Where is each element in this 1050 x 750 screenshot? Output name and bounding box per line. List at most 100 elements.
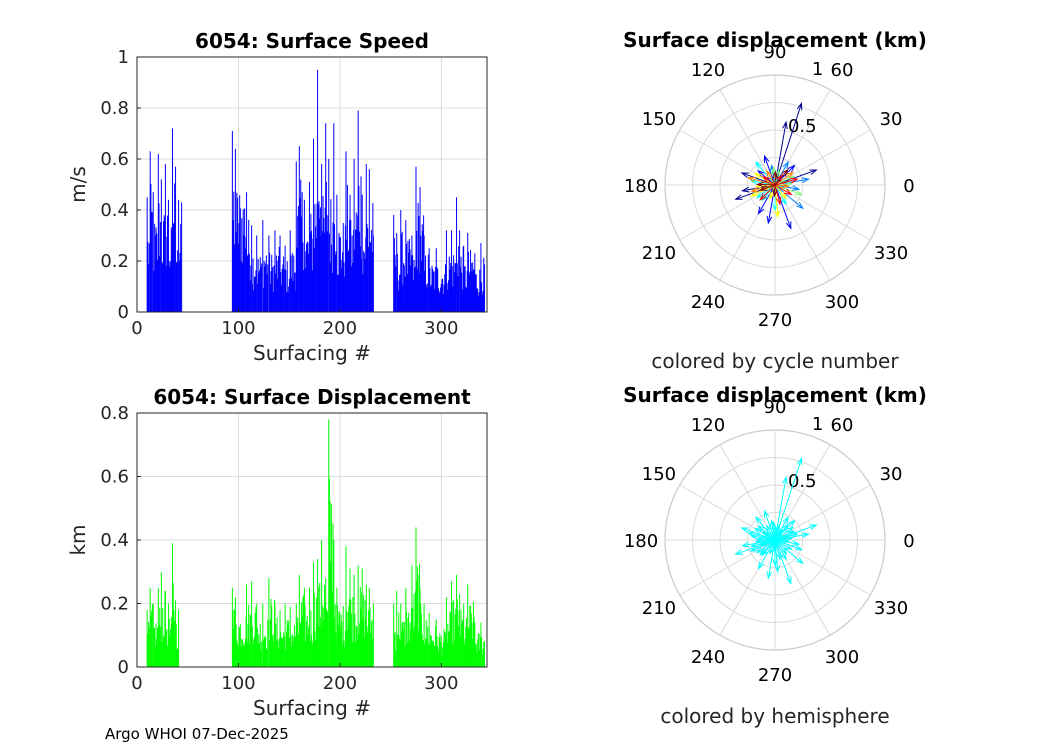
bar <box>418 216 420 312</box>
bar <box>336 587 338 667</box>
bar <box>157 153 159 312</box>
vector-arrowhead <box>801 177 811 184</box>
bar <box>347 251 349 312</box>
bar <box>399 640 401 667</box>
bar <box>355 229 357 312</box>
bar <box>151 610 153 667</box>
vector-arrowhead <box>796 557 804 565</box>
bar <box>300 216 302 312</box>
bar <box>244 248 246 312</box>
bar <box>306 241 308 312</box>
bar <box>343 262 345 312</box>
bar <box>342 223 344 312</box>
bar <box>157 587 159 667</box>
bar <box>363 638 365 667</box>
bar <box>326 231 328 312</box>
bar <box>251 626 253 667</box>
bar <box>422 639 424 667</box>
bar <box>359 246 361 312</box>
bar <box>242 639 244 667</box>
bar <box>311 635 313 667</box>
bar <box>415 527 417 667</box>
bar <box>153 270 155 312</box>
bar <box>232 610 234 667</box>
bar <box>235 624 237 667</box>
vector-arrowhead <box>786 526 795 534</box>
bar <box>466 617 468 667</box>
bar <box>471 622 473 667</box>
bar <box>296 247 298 312</box>
bar <box>470 605 472 667</box>
bar <box>445 230 447 312</box>
bar <box>472 269 474 312</box>
displacement-vector <box>762 531 776 541</box>
vector-arrowhead <box>755 191 764 199</box>
bar <box>481 282 483 312</box>
bar <box>467 232 469 312</box>
radial-tick-label: 0.5 <box>788 116 817 137</box>
bar <box>469 605 471 667</box>
displacement-vector <box>774 524 789 541</box>
bar <box>278 246 280 312</box>
bar <box>275 638 277 667</box>
bar <box>165 631 167 667</box>
bar <box>331 504 333 667</box>
bar <box>306 621 308 667</box>
bar <box>283 635 285 667</box>
bar <box>406 243 408 312</box>
angle-tick-label: 240 <box>691 647 725 668</box>
bar <box>482 290 484 312</box>
bar <box>231 587 233 667</box>
bar <box>337 274 339 312</box>
bar <box>475 274 477 312</box>
bar <box>278 638 280 667</box>
bar <box>267 619 269 667</box>
bar <box>333 540 335 667</box>
bar <box>364 600 366 667</box>
bar <box>368 169 370 312</box>
bar <box>435 248 437 312</box>
bar <box>279 609 281 667</box>
bar <box>246 192 248 312</box>
displacement-vector <box>774 539 792 550</box>
bar <box>357 565 359 667</box>
bar <box>295 161 297 312</box>
bar <box>369 607 371 667</box>
bar <box>306 244 308 312</box>
vector-arrowhead <box>781 523 789 532</box>
bar <box>352 262 354 312</box>
bar <box>397 280 399 312</box>
bar <box>315 597 317 667</box>
vector-arrowhead <box>781 168 789 177</box>
displacement-vector <box>774 526 794 541</box>
bar <box>164 591 166 667</box>
bar <box>432 268 434 312</box>
bar <box>167 645 169 667</box>
bar <box>459 593 461 667</box>
bar <box>408 612 410 667</box>
bar <box>419 187 421 312</box>
x-tick-label: 0 <box>131 673 142 694</box>
bar <box>370 620 372 667</box>
bar <box>243 642 245 667</box>
bar <box>356 229 358 312</box>
bar <box>312 238 314 312</box>
displacement-vector <box>774 539 789 542</box>
angle-tick-label: 120 <box>691 60 725 81</box>
displacement-vector <box>748 532 776 541</box>
bar <box>438 637 440 667</box>
angle-tick-label: 270 <box>758 665 792 686</box>
bar <box>291 252 293 312</box>
bar <box>310 610 312 667</box>
bar <box>248 643 250 667</box>
bar <box>468 626 470 667</box>
bar <box>353 159 355 312</box>
vector-arrowhead <box>759 193 767 201</box>
bar <box>372 235 374 312</box>
bar <box>433 271 435 312</box>
displacement-vector <box>769 184 776 199</box>
vector-arrowhead <box>780 552 787 561</box>
bar <box>347 612 349 667</box>
bar <box>467 251 469 312</box>
surface-speed-chart: 0 100 200 300 0 0.2 0.4 0.6 0.8 1 6054: Surface Sp… <box>66 29 488 365</box>
